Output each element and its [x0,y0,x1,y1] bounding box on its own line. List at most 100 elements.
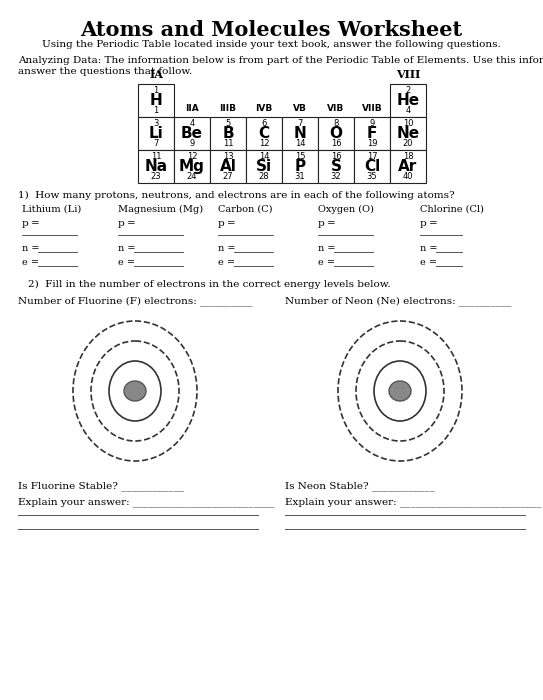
Bar [282,150,318,183]
Bar [246,117,282,150]
Text: O: O [330,126,343,141]
Text: N: N [294,126,306,141]
Text: 16: 16 [331,152,342,161]
Bar [354,150,390,183]
Text: 10: 10 [403,119,413,128]
Text: =: = [31,219,40,228]
Text: 1: 1 [153,86,159,95]
Ellipse shape [356,341,444,441]
Text: 24: 24 [187,172,197,181]
Text: Ne: Ne [396,126,420,141]
Text: p: p [420,219,427,228]
Text: VB: VB [293,104,307,113]
Text: 40: 40 [403,172,413,181]
Text: e =: e = [218,258,235,267]
Text: =: = [227,219,236,228]
Text: 3: 3 [153,119,159,128]
Text: Explain your answer: ___________________________: Explain your answer: ___________________… [285,497,541,507]
Text: VIII: VIII [396,69,420,80]
Text: 17: 17 [367,152,377,161]
Text: 9: 9 [369,119,375,128]
Text: Is Fluorine Stable? ____________: Is Fluorine Stable? ____________ [18,481,184,491]
Ellipse shape [109,361,161,421]
Text: 4: 4 [406,106,411,115]
Bar [318,150,354,183]
Text: 19: 19 [367,139,377,148]
Text: Li: Li [149,126,163,141]
Text: Na: Na [144,159,168,174]
Ellipse shape [73,321,197,461]
Bar [138,150,174,183]
Text: 11: 11 [151,152,161,161]
Text: e =: e = [420,258,437,267]
Text: 8: 8 [333,119,339,128]
Text: e =: e = [22,258,39,267]
Text: 2: 2 [406,86,411,95]
Text: H: H [150,93,162,108]
Text: He: He [396,93,420,108]
Text: Carbon (C): Carbon (C) [218,205,273,214]
Text: Lithium (Li): Lithium (Li) [22,205,81,214]
Text: Chlorine (Cl): Chlorine (Cl) [420,205,484,214]
Text: Using the Periodic Table located inside your text book, answer the following que: Using the Periodic Table located inside … [42,40,501,49]
Text: p: p [22,219,29,228]
Text: Analyzing Data: The information below is from part of the Periodic Table of Elem: Analyzing Data: The information below is… [18,56,543,65]
Text: e =: e = [318,258,335,267]
Text: 23: 23 [151,172,161,181]
Text: 27: 27 [223,172,233,181]
Text: 14: 14 [259,152,269,161]
Text: 1)  How many protons, neutrons, and electrons are in each of the following atoms: 1) How many protons, neutrons, and elect… [18,191,454,200]
Text: answer the questions that follow.: answer the questions that follow. [18,67,192,76]
Text: 32: 32 [331,172,342,181]
Text: Magnesium (Mg): Magnesium (Mg) [118,205,203,214]
Bar [354,117,390,150]
Text: IIA: IIA [185,104,199,113]
Text: 31: 31 [295,172,305,181]
Text: 20: 20 [403,139,413,148]
Bar [318,117,354,150]
Bar [174,150,210,183]
Ellipse shape [338,321,462,461]
Text: F: F [367,126,377,141]
Text: =: = [127,219,136,228]
Text: Si: Si [256,159,272,174]
Text: =: = [327,219,336,228]
Text: =: = [429,219,438,228]
Text: Number of Neon (Ne) electrons: __________: Number of Neon (Ne) electrons: _________… [285,296,512,306]
Text: 9: 9 [190,139,194,148]
Text: n =: n = [22,244,40,253]
Text: IIIB: IIIB [219,104,237,113]
Text: 14: 14 [295,139,305,148]
Text: 6: 6 [261,119,267,128]
Bar [246,150,282,183]
Bar [282,117,318,150]
Text: p: p [118,219,125,228]
Text: 12: 12 [259,139,269,148]
Text: 7: 7 [153,139,159,148]
Text: Be: Be [181,126,203,141]
Text: p: p [218,219,225,228]
Text: 35: 35 [367,172,377,181]
Text: 1: 1 [153,106,159,115]
Ellipse shape [124,381,146,401]
Text: 15: 15 [295,152,305,161]
Text: 7: 7 [298,119,302,128]
Text: IVB: IVB [255,104,273,113]
Text: Explain your answer: ___________________________: Explain your answer: ___________________… [18,497,275,507]
Text: n =: n = [218,244,236,253]
Text: C: C [258,126,269,141]
Text: Number of Fluorine (F) electrons: __________: Number of Fluorine (F) electrons: ______… [18,296,252,306]
Text: VIIB: VIIB [362,104,382,113]
Text: Mg: Mg [179,159,205,174]
Text: Oxygen (O): Oxygen (O) [318,205,374,214]
Text: 2)  Fill in the number of electrons in the correct energy levels below.: 2) Fill in the number of electrons in th… [28,280,390,289]
Text: 13: 13 [223,152,233,161]
Bar [210,150,246,183]
Text: B: B [222,126,234,141]
Text: Cl: Cl [364,159,380,174]
Text: Al: Al [219,159,236,174]
Text: 4: 4 [190,119,194,128]
Text: n =: n = [420,244,438,253]
Bar [390,150,426,183]
Ellipse shape [389,381,411,401]
